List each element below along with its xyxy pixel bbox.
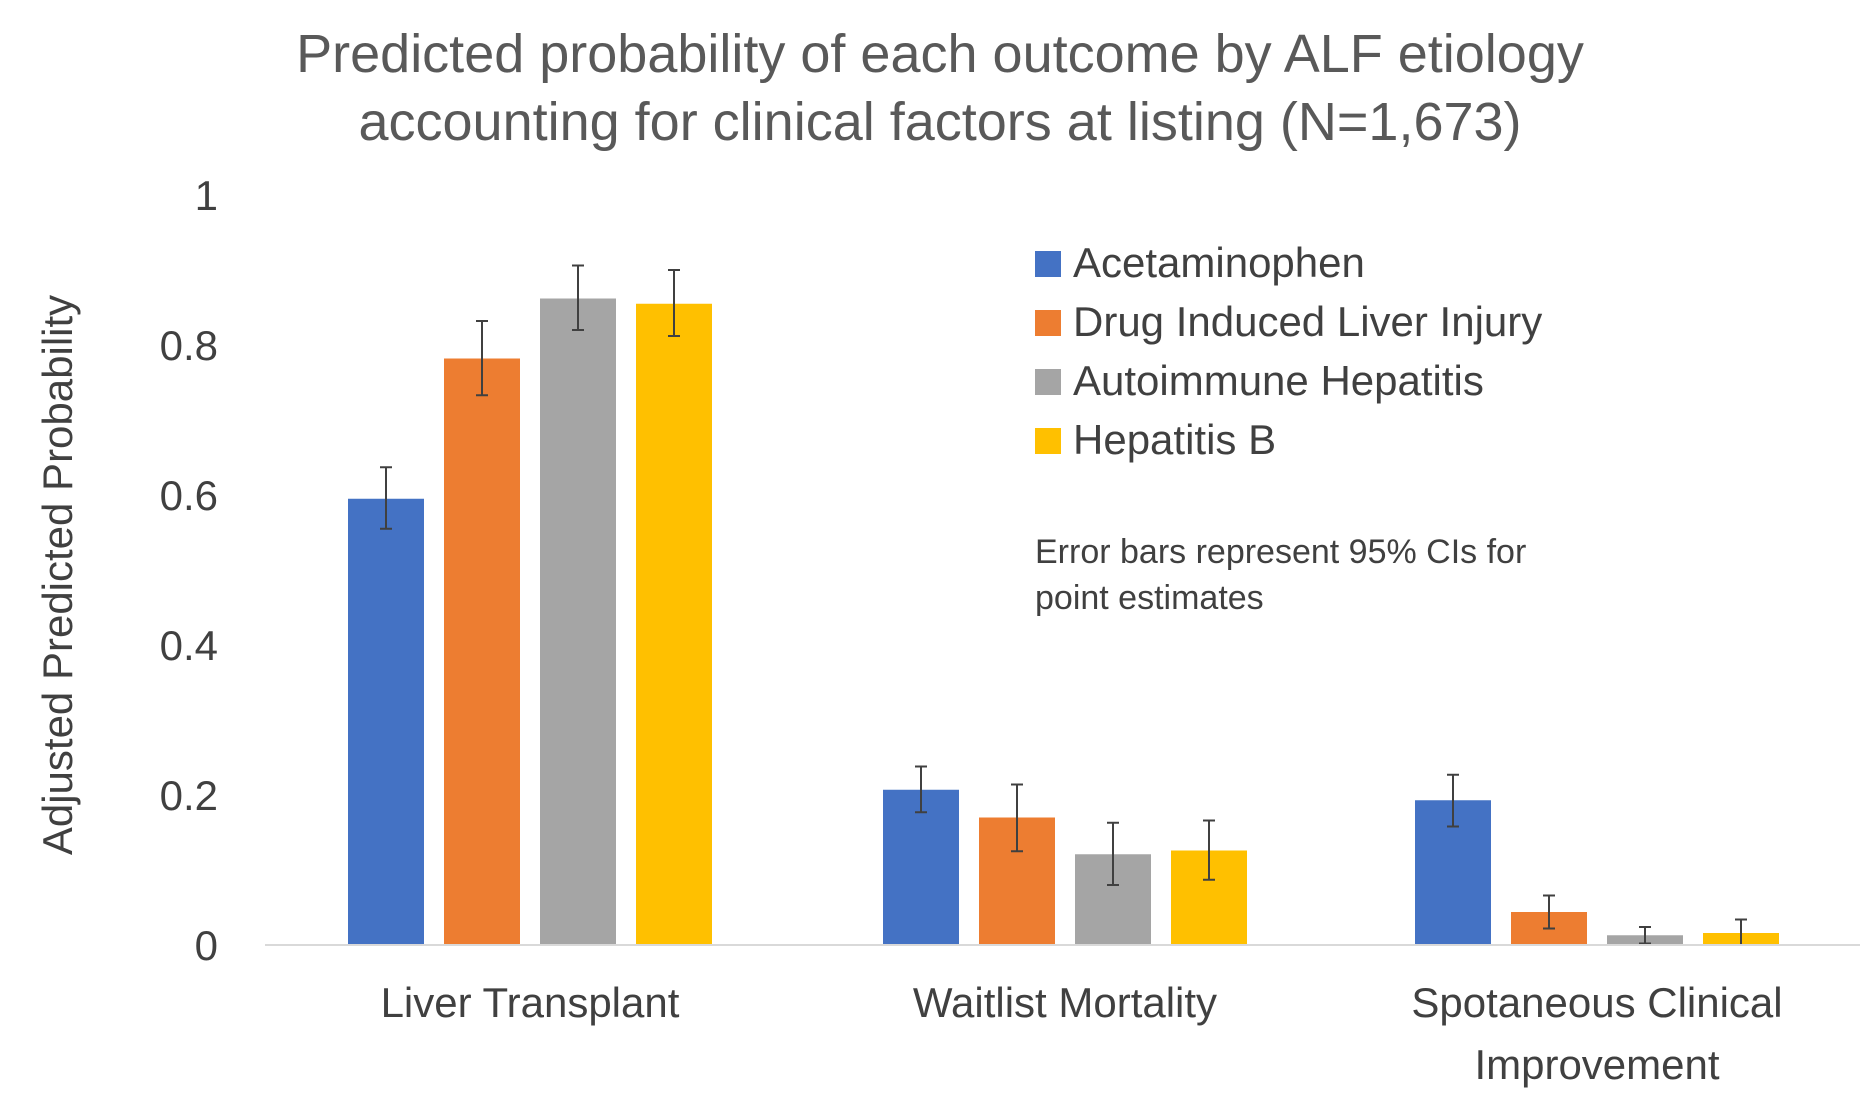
y-axis-title: Adjusted Predicted Probability <box>34 295 81 855</box>
y-tick-label: 0.4 <box>160 622 218 669</box>
legend-item: Hepatitis B <box>1035 416 1276 463</box>
chart-note-line-1: Error bars represent 95% CIs for <box>1035 533 1526 571</box>
bar <box>540 298 616 945</box>
legend-swatch <box>1035 251 1061 277</box>
category-label: Spotaneous Clinical <box>1411 979 1782 1026</box>
y-tick-label: 0 <box>195 922 218 969</box>
legend-label: Acetaminophen <box>1073 239 1365 286</box>
legend-swatch <box>1035 428 1061 454</box>
chart-title: Predicted probability of each outcome by… <box>296 24 1584 152</box>
error-bar <box>668 269 680 337</box>
error-bar <box>1011 783 1023 853</box>
legend-label: Autoimmune Hepatitis <box>1073 357 1484 404</box>
y-axis-ticks: 0 0.2 0.4 0.6 0.8 1 <box>160 172 218 969</box>
legend: Acetaminophen Drug Induced Liver Injury Au… <box>1035 239 1542 463</box>
y-tick-label: 0.6 <box>160 472 218 519</box>
bar <box>883 789 959 945</box>
legend-label: Hepatitis B <box>1073 416 1276 463</box>
error-bars <box>380 264 1747 946</box>
category-labels: Liver Transplant Waitlist Mortality Spotan… <box>381 979 1783 1088</box>
error-bar <box>476 320 488 397</box>
bars <box>348 298 1779 945</box>
error-bar <box>1543 894 1555 930</box>
legend-item: Acetaminophen <box>1035 239 1365 286</box>
legend-swatch <box>1035 310 1061 336</box>
legend-swatch <box>1035 369 1061 395</box>
bar <box>348 498 424 945</box>
error-bar <box>572 264 584 331</box>
legend-item: Drug Induced Liver Injury <box>1035 298 1542 345</box>
error-bar <box>915 765 927 814</box>
chart-title-line-1: Predicted probability of each outcome by… <box>296 24 1584 84</box>
legend-item: Autoimmune Hepatitis <box>1035 357 1484 404</box>
category-label: Waitlist Mortality <box>913 979 1217 1026</box>
category-label: Improvement <box>1474 1041 1719 1088</box>
category-label: Liver Transplant <box>381 979 680 1026</box>
chart-note: Error bars represent 95% CIs for point e… <box>1035 533 1526 617</box>
chart-note-line-2: point estimates <box>1035 579 1264 617</box>
error-bar <box>380 466 392 530</box>
error-bar <box>1107 821 1119 886</box>
bar <box>444 358 520 945</box>
legend-label: Drug Induced Liver Injury <box>1073 298 1542 345</box>
chart-title-line-2: accounting for clinical factors at listi… <box>358 92 1521 152</box>
y-tick-label: 0.8 <box>160 322 218 369</box>
y-tick-label: 1 <box>195 172 218 219</box>
error-bar <box>1203 819 1215 881</box>
y-tick-label: 0.2 <box>160 772 218 819</box>
error-bar <box>1447 773 1459 828</box>
bar <box>636 303 712 945</box>
error-bar <box>1639 926 1651 945</box>
